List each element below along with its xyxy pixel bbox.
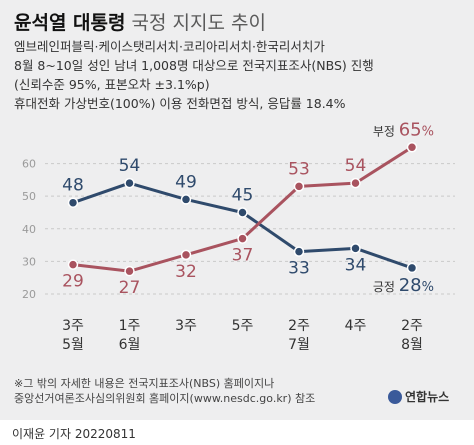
x-tick-label: 5주 xyxy=(232,318,254,334)
subtitle-line: 엠브레인퍼블릭·케이스탯리서치·코리아리서치·한국리서치가 xyxy=(14,39,325,54)
x-tick-month: 5월 xyxy=(62,337,84,353)
title-strong: 윤석열 대통령 xyxy=(14,12,126,34)
data-label: 34 xyxy=(345,255,367,275)
data-point xyxy=(124,177,135,189)
y-tick-label: 30 xyxy=(22,255,36,268)
y-tick-label: 20 xyxy=(22,288,36,301)
chart-title: 윤석열 대통령 국정 지지도 추이 xyxy=(14,8,266,35)
data-label: 37 xyxy=(232,246,254,266)
y-tick-label: 50 xyxy=(22,190,36,203)
data-label: 54 xyxy=(119,156,141,176)
data-label: 53 xyxy=(288,159,310,179)
note-line: 중앙선거여론조사심의위원회 홈페이지(www.nesdc.go.kr) 참조 xyxy=(14,392,316,405)
unit: % xyxy=(422,280,434,295)
data-point xyxy=(237,233,248,244)
data-label: 29 xyxy=(62,272,84,292)
x-tick-label: 3주 xyxy=(62,318,84,334)
data-point xyxy=(237,207,248,218)
logo-text: 연합뉴스 xyxy=(405,390,450,404)
subtitle-line: 휴대전화 가상번호(100%) 이용 전화면접 방식, 응답률 18.4% xyxy=(14,96,346,111)
data-point xyxy=(67,197,79,208)
end-value: 28 xyxy=(399,275,422,296)
x-tick-month: 6월 xyxy=(119,337,141,353)
y-tick-label: 60 xyxy=(22,158,36,171)
data-label: 54 xyxy=(345,156,367,176)
line-chart: 20 30 40 50 60 48 54 49 45 33 34 긍정 28% 29 27 32 37 53 54… xyxy=(22,119,455,353)
subtitle-line: 8월 8~10일 성인 남녀 1,008명 대상으로 전국지표조사(NBS) 진… xyxy=(14,58,374,73)
data-label: 32 xyxy=(175,262,197,282)
data-label: 45 xyxy=(232,185,254,205)
data-label: 27 xyxy=(119,278,141,298)
unit: % xyxy=(422,124,434,139)
data-label: 33 xyxy=(288,259,310,279)
end-label-긍정: 긍정 28% xyxy=(373,275,434,296)
data-point xyxy=(124,265,135,277)
data-label: 48 xyxy=(62,176,84,196)
data-point xyxy=(406,262,418,274)
x-tick-month: 8월 xyxy=(401,337,423,353)
end-value: 65 xyxy=(399,119,422,140)
title-light: 국정 지지도 추이 xyxy=(131,12,266,34)
y-tick-label: 40 xyxy=(22,223,36,236)
series-name: 긍정 xyxy=(373,280,399,294)
data-point xyxy=(293,181,305,192)
x-tick-month: 7월 xyxy=(288,337,310,353)
x-tick-label: 3주 xyxy=(175,318,197,334)
data-point xyxy=(180,249,192,261)
data-point xyxy=(180,194,192,205)
data-point xyxy=(350,243,361,254)
data-point xyxy=(293,246,305,257)
x-tick-label: 4주 xyxy=(345,318,367,334)
note-line: ※그 밖의 자세한 내용은 전국지표조사(NBS) 홈페이지나 xyxy=(14,377,275,390)
data-point xyxy=(67,259,79,270)
data-label: 49 xyxy=(175,172,197,192)
globe-icon xyxy=(388,389,402,404)
data-point xyxy=(406,142,418,153)
data-point xyxy=(350,177,361,189)
x-tick-label: 2주 xyxy=(288,318,310,334)
series-name: 부정 xyxy=(373,124,399,138)
x-tick-label: 1주 xyxy=(119,318,141,334)
yonhap-logo: 연합뉴스 xyxy=(388,388,449,405)
subtitle-line: (신뢰수준 95%, 표본오차 ±3.1%p) xyxy=(14,77,210,92)
x-tick-label: 2주 xyxy=(401,318,423,334)
byline: 이재윤 기자 20220811 xyxy=(12,427,136,441)
end-label-부정: 부정 65% xyxy=(373,119,434,140)
